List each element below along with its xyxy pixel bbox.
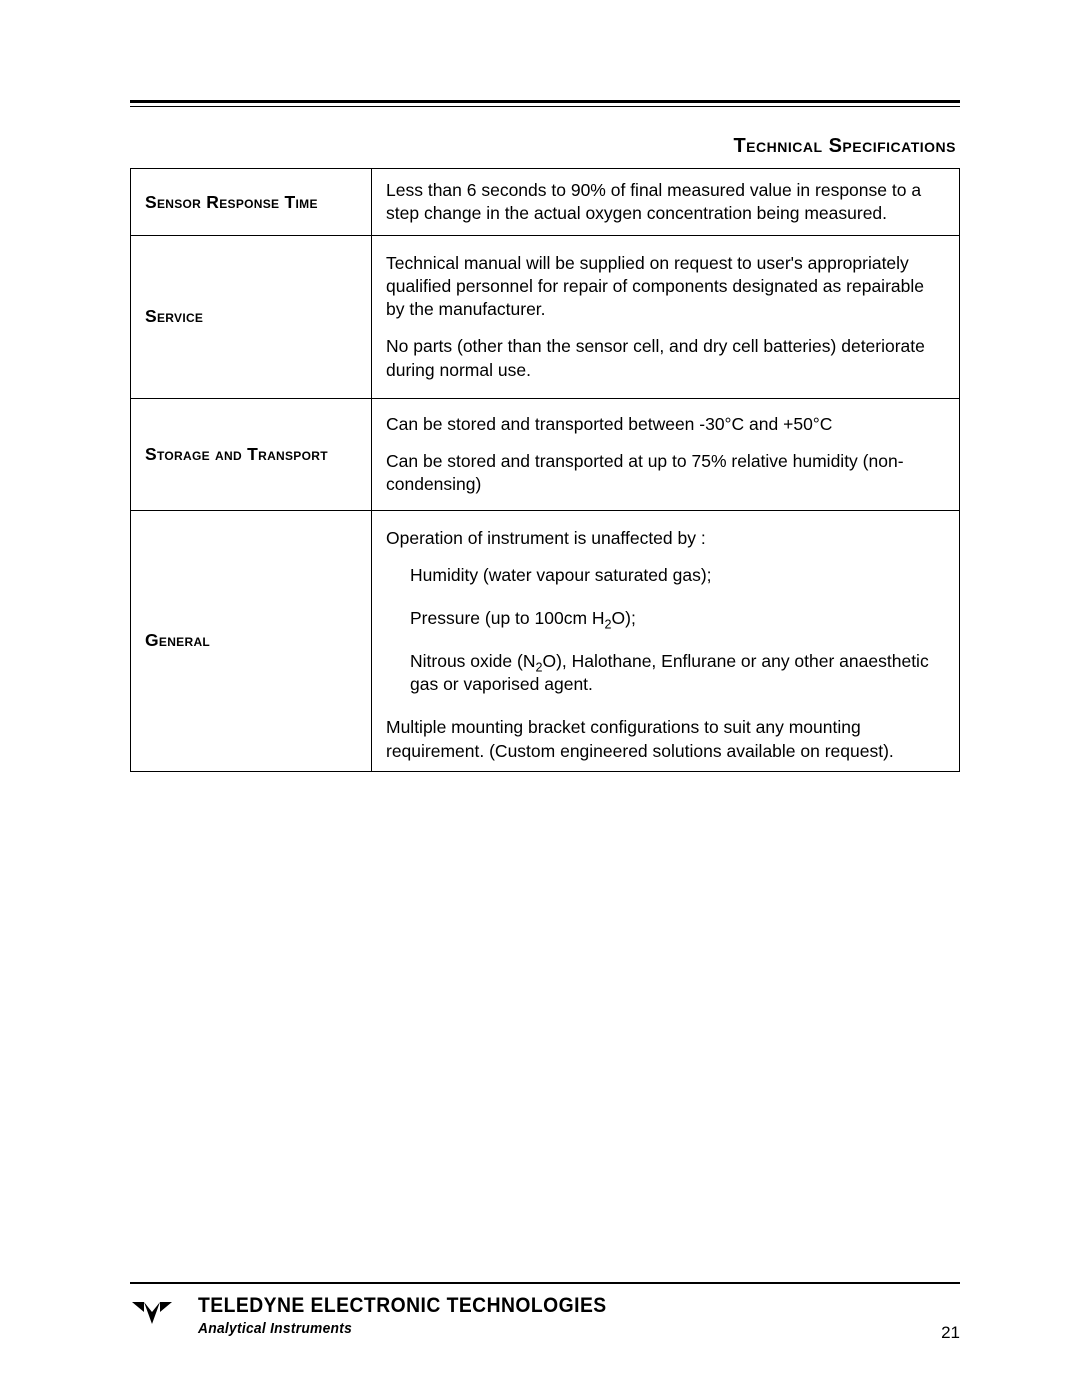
page-number: 21 <box>941 1323 960 1343</box>
footer: TELEDYNE ELECTRONIC TECHNOLOGIES Analyti… <box>130 1282 960 1337</box>
footer-subline: Analytical Instruments <box>198 1320 899 1337</box>
teledyne-logo-icon <box>130 1298 174 1328</box>
table-row: GeneralOperation of instrument is unaffe… <box>131 510 960 771</box>
page: Technical Specifications Sensor Response… <box>0 0 1080 1397</box>
table-row: Storage and TransportCan be stored and t… <box>131 398 960 510</box>
spec-table: Sensor Response TimeLess than 6 seconds … <box>130 168 960 772</box>
top-rule-thin <box>130 106 960 107</box>
spec-content: Technical manual will be supplied on req… <box>372 236 960 398</box>
footer-text: TELEDYNE ELECTRONIC TECHNOLOGIES Analyti… <box>198 1294 960 1337</box>
footer-rule <box>130 1282 960 1284</box>
footer-row: TELEDYNE ELECTRONIC TECHNOLOGIES Analyti… <box>130 1294 960 1337</box>
top-rule-thick <box>130 100 960 103</box>
table-row: Sensor Response TimeLess than 6 seconds … <box>131 169 960 236</box>
spec-content: Can be stored and transported between -3… <box>372 398 960 510</box>
spec-content: Operation of instrument is unaffected by… <box>372 510 960 771</box>
spec-label: General <box>131 510 372 771</box>
spec-label: Storage and Transport <box>131 398 372 510</box>
spec-content: Less than 6 seconds to 90% of final meas… <box>372 169 960 236</box>
spec-label: Service <box>131 236 372 398</box>
spec-label: Sensor Response Time <box>131 169 372 236</box>
spec-table-body: Sensor Response TimeLess than 6 seconds … <box>131 169 960 772</box>
section-title: Technical Specifications <box>130 135 960 158</box>
footer-company: TELEDYNE ELECTRONIC TECHNOLOGIES <box>198 1294 899 1318</box>
table-row: ServiceTechnical manual will be supplied… <box>131 236 960 398</box>
